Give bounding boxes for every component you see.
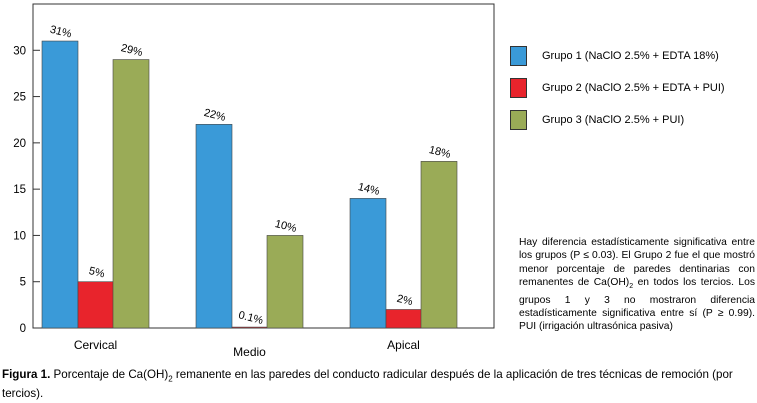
x-axis: Cervical Medio Apical [74, 338, 420, 359]
legend-swatch-grupo-3 [510, 110, 527, 130]
statistical-note: Hay diferencia estadísticamente signific… [519, 236, 755, 334]
x-category-label-cervical: Cervical [74, 338, 117, 352]
figure-caption: Figura 1. Porcentaje de Ca(OH)2 remanent… [2, 367, 754, 401]
legend-label-grupo-1: Grupo 1 (NaClO 2.5% + EDTA 18%) [542, 50, 719, 62]
y-tick-label-30: 30 [13, 45, 26, 57]
legend-label-grupo-3: Grupo 3 (NaClO 2.5% + PUI) [542, 114, 685, 126]
caption-text-2: remanente en las paredes del conducto ra… [2, 368, 733, 401]
data-label-apical-grupo-2: 2% [396, 293, 415, 309]
data-label-medio-grupo-1: 22% [203, 107, 227, 124]
legend-item-grupo-1: Grupo 1 (NaClO 2.5% + EDTA 18%) [510, 46, 755, 66]
caption-subscript: 2 [168, 374, 173, 384]
legend-swatch-grupo-2 [510, 78, 527, 98]
bar-apical-grupo-2 [385, 309, 423, 329]
caption-label: Figura 1. [2, 368, 51, 381]
note-text-2: en todos los tercios. Los grupos 1 y 3 n… [519, 277, 755, 333]
bars-group: 31% 5% 29% 22% 0.1% 10% 14% 2% 18% [41, 24, 458, 329]
data-label-cervical-grupo-2: 5% [88, 265, 107, 281]
legend-label-grupo-2: Grupo 2 (NaClO 2.5% + EDTA + PUI) [542, 82, 725, 94]
data-label-apical-grupo-1: 14% [357, 181, 381, 198]
legend: Grupo 1 (NaClO 2.5% + EDTA 18%) Grupo 2 … [510, 46, 755, 142]
data-label-medio-grupo-2: 0.1% [237, 309, 264, 327]
legend-item-grupo-2: Grupo 2 (NaClO 2.5% + EDTA + PUI) [510, 78, 755, 98]
y-tick-label-25: 25 [13, 92, 26, 104]
note-subscript: 2 [629, 283, 634, 291]
data-label-medio-grupo-3: 10% [274, 218, 298, 235]
y-tick-label-15: 15 [13, 184, 26, 196]
data-label-cervical-grupo-3: 29% [120, 42, 144, 59]
y-tick-label-5: 5 [20, 277, 26, 289]
legend-item-grupo-3: Grupo 3 (NaClO 2.5% + PUI) [510, 110, 755, 130]
bar-medio-grupo-1 [195, 124, 233, 329]
legend-swatch-grupo-1 [510, 46, 527, 66]
bar-cervical-grupo-3 [112, 59, 150, 329]
x-category-label-medio: Medio [233, 345, 266, 359]
bar-apical-grupo-1 [349, 198, 387, 329]
bar-medio-grupo-2 [231, 326, 269, 329]
bar-cervical-grupo-2 [77, 281, 115, 329]
note-text-1: Hay diferencia estadísticamente signific… [519, 237, 755, 289]
bar-apical-grupo-3 [420, 161, 458, 329]
y-tick-label-20: 20 [13, 138, 26, 150]
caption-text-1: Porcentaje de Ca(OH) [50, 368, 169, 381]
bar-cervical-grupo-1 [41, 40, 79, 329]
bar-medio-grupo-3 [266, 235, 304, 329]
data-label-apical-grupo-3: 18% [428, 144, 452, 161]
x-category-label-apical: Apical [387, 338, 420, 352]
y-tick-label-10: 10 [13, 230, 26, 242]
y-axis: 0 5 10 15 20 25 30 [13, 45, 40, 335]
y-tick-label-0: 0 [20, 323, 26, 335]
data-label-cervical-grupo-1: 31% [49, 24, 73, 41]
